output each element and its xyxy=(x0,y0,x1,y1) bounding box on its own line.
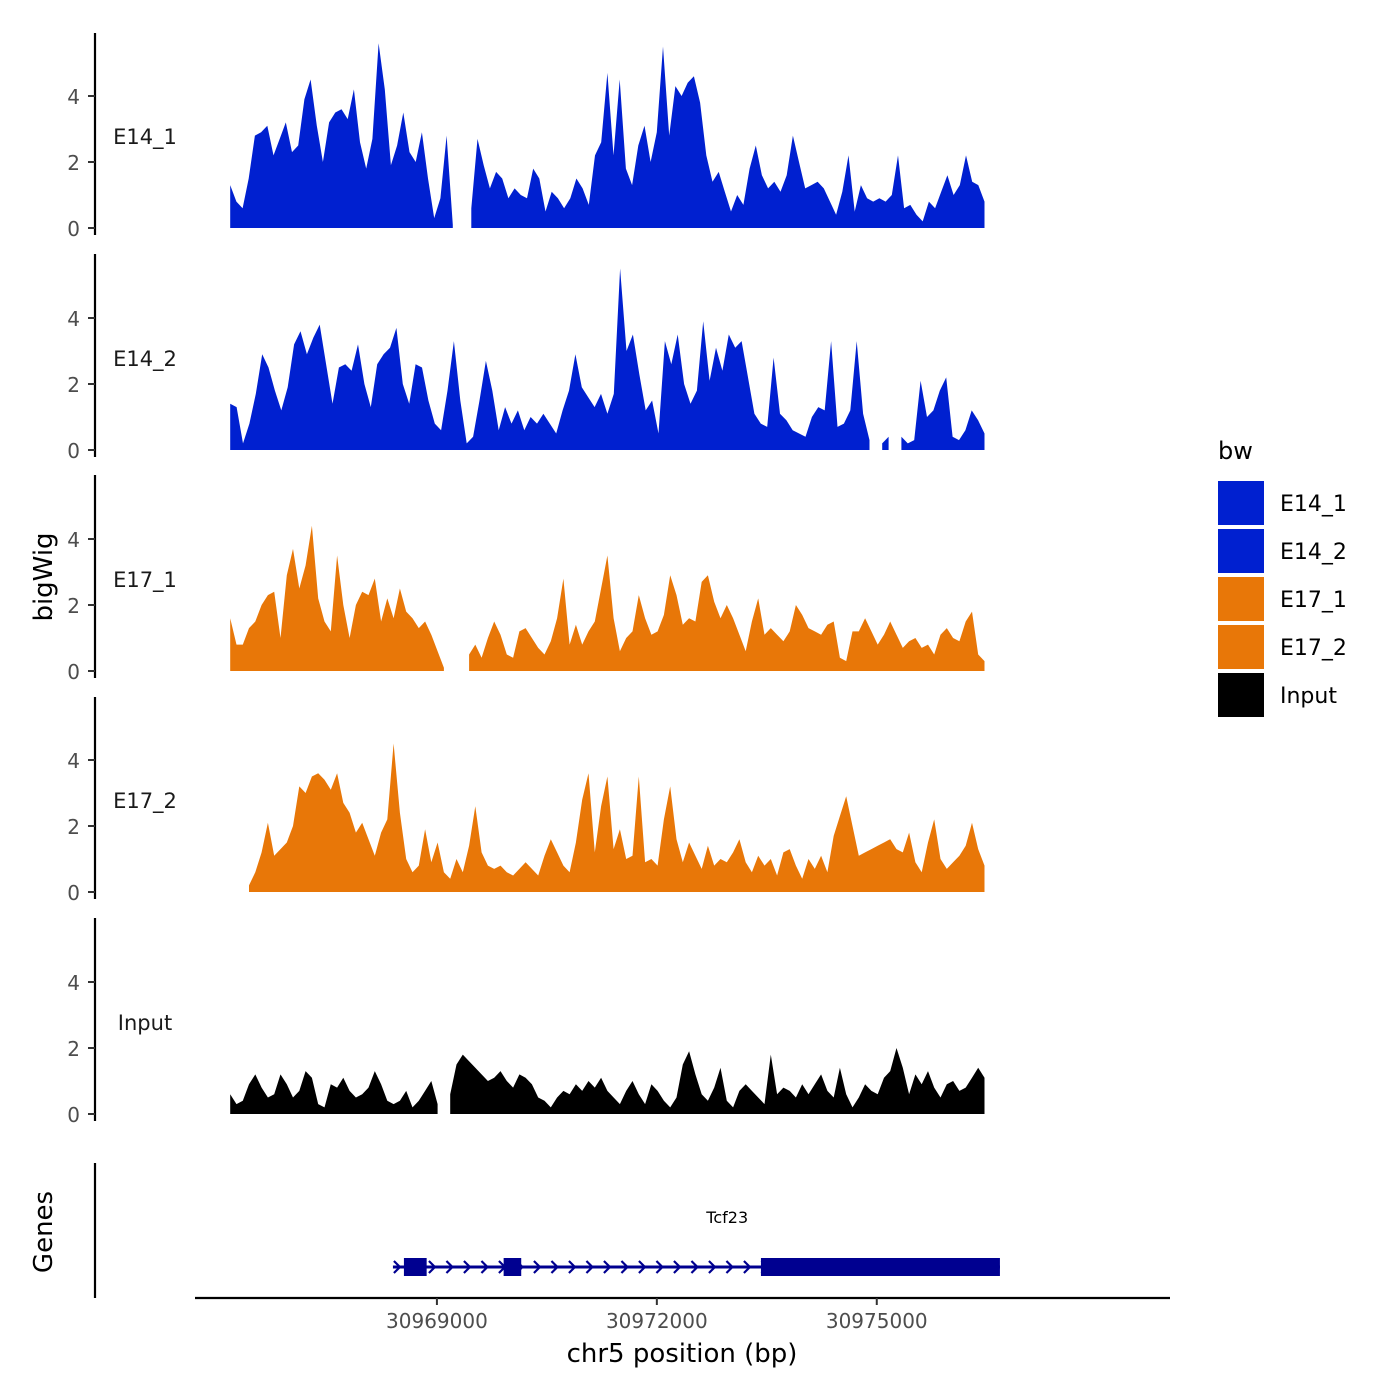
legend-swatch xyxy=(1218,625,1264,669)
track-E14_1: 0 2 4 E14_1 xyxy=(67,33,985,241)
signal-area-E17_1 xyxy=(230,525,444,671)
legend-label: Input xyxy=(1280,684,1337,709)
legend-swatch xyxy=(1218,481,1264,525)
strand-arrow xyxy=(743,1260,752,1274)
strand-arrow xyxy=(603,1260,612,1274)
genes-axis-title: Genes xyxy=(29,1191,59,1273)
legend-label: E17_2 xyxy=(1280,636,1347,661)
signal-area-E14_1 xyxy=(230,43,453,229)
track-E17_1: 0 2 4 E17_1 xyxy=(67,475,985,684)
signal-area-E14_2 xyxy=(230,268,870,450)
y-tick-label: 4 xyxy=(67,749,80,773)
track-E14_2: 0 2 4 E14_2 xyxy=(67,254,985,463)
legend-item-E17_1: E17_1 xyxy=(1218,577,1347,621)
y-tick-label: 2 xyxy=(67,151,80,175)
y-tick-label: 4 xyxy=(67,971,80,995)
signal-area-E17_1 xyxy=(469,555,985,671)
strand-arrow xyxy=(585,1260,594,1274)
track-name-label: E14_2 xyxy=(113,347,177,372)
legend-swatch xyxy=(1218,529,1264,573)
y-tick-label: 2 xyxy=(67,1037,80,1061)
x-axis-title: chr5 position (bp) xyxy=(567,1339,798,1369)
gene-models: Tcf23 xyxy=(392,1208,1000,1276)
strand-arrow xyxy=(690,1260,699,1274)
gene-panel: Genes Tcf23 xyxy=(29,1163,1000,1298)
strand-arrow xyxy=(393,1260,402,1274)
legend: bw E14_1 E14_2 E17_1 E17_2 Input xyxy=(1218,437,1347,717)
strand-arrow xyxy=(568,1260,577,1274)
y-tick-label: 0 xyxy=(67,439,80,463)
x-tick-label: 30972000 xyxy=(606,1309,708,1333)
gene-name-label: Tcf23 xyxy=(705,1208,748,1227)
signal-area-Input xyxy=(230,1071,438,1114)
strand-arrow xyxy=(445,1260,454,1274)
strand-arrow xyxy=(533,1260,542,1274)
strand-arrow xyxy=(638,1260,647,1274)
gene-Tcf23: Tcf23 xyxy=(392,1208,1000,1276)
legend-label: E14_1 xyxy=(1280,492,1347,517)
signal-area-E14_2 xyxy=(901,377,985,450)
legend-title: bw xyxy=(1218,437,1253,465)
y-tick-label: 2 xyxy=(67,815,80,839)
signal-tracks: 0 2 4 E14_1 0 2 4 E14_2 0 2 4 E17_1 0 2 4 E17_2 0 2 4 Input xyxy=(67,33,985,1127)
track-name-label: E17_1 xyxy=(113,568,177,593)
signal-area-Input xyxy=(450,1048,985,1114)
strand-arrow xyxy=(620,1260,629,1274)
y-tick-label: 4 xyxy=(67,307,80,331)
x-tick-label: 30975000 xyxy=(826,1309,928,1333)
strand-arrow xyxy=(428,1260,437,1274)
legend-item-E17_2: E17_2 xyxy=(1218,625,1347,669)
legend-items: E14_1 E14_2 E17_1 E17_2 Input xyxy=(1218,481,1347,717)
track-name-label: E17_2 xyxy=(113,789,177,814)
x-axis-ticks: 30969000 30972000 30975000 xyxy=(386,1298,928,1333)
gene-exon xyxy=(403,1258,427,1276)
track-name-label: E14_1 xyxy=(113,125,177,150)
x-tick-label: 30969000 xyxy=(386,1309,488,1333)
legend-label: E17_1 xyxy=(1280,588,1347,613)
legend-label: E14_2 xyxy=(1280,540,1347,565)
legend-swatch xyxy=(1218,577,1264,621)
legend-item-E14_2: E14_2 xyxy=(1218,529,1347,573)
y-tick-label: 0 xyxy=(67,660,80,684)
track-name-label: Input xyxy=(118,1011,172,1035)
legend-item-Input: Input xyxy=(1218,673,1337,717)
signal-area-E14_2 xyxy=(882,436,889,450)
y-tick-label: 2 xyxy=(67,594,80,618)
track-E17_2: 0 2 4 E17_2 xyxy=(67,697,985,905)
track-Input: 0 2 4 Input xyxy=(67,918,985,1127)
strand-arrow xyxy=(708,1260,717,1274)
legend-item-E14_1: E14_1 xyxy=(1218,481,1347,525)
signal-area-E14_1 xyxy=(471,46,985,228)
strand-arrow xyxy=(655,1260,664,1274)
y-tick-label: 0 xyxy=(67,217,80,241)
y-axis-title: bigWig xyxy=(29,532,59,621)
y-tick-label: 2 xyxy=(67,373,80,397)
y-tick-label: 0 xyxy=(67,1103,80,1127)
legend-swatch xyxy=(1218,673,1264,717)
y-tick-label: 0 xyxy=(67,881,80,905)
strand-arrow xyxy=(725,1260,734,1274)
strand-arrow xyxy=(550,1260,559,1274)
y-tick-label: 4 xyxy=(67,528,80,552)
strand-arrow xyxy=(673,1260,682,1274)
gene-exon xyxy=(760,1258,1000,1276)
x-axis: 30969000 30972000 30975000 chr5 position (… xyxy=(195,1296,1170,1369)
signal-area-E17_2 xyxy=(249,743,985,892)
gene-exon xyxy=(503,1258,522,1276)
y-tick-label: 4 xyxy=(67,85,80,109)
strand-arrow xyxy=(480,1260,489,1274)
strand-arrow xyxy=(463,1260,472,1274)
